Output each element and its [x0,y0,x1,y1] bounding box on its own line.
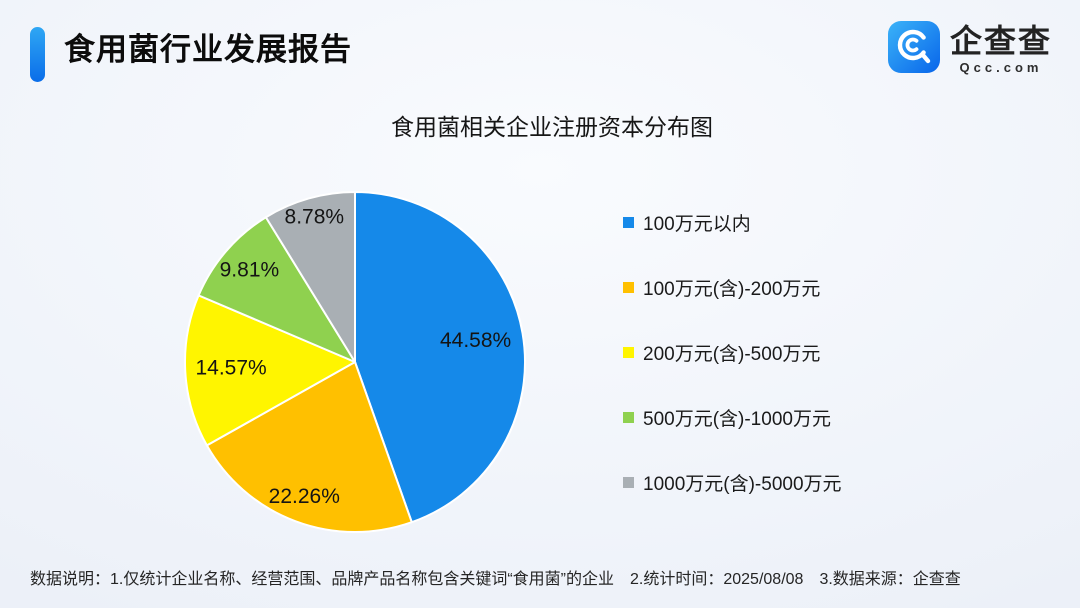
legend-label: 100万元(含)-200万元 [643,278,821,300]
legend-item-0: 100万元以内 [623,210,842,235]
footer-note-date: 2.统计时间：2025/08/08 [630,571,804,588]
legend-item-4: 1000万元(含)-5000万元 [623,470,842,495]
pie-slice-2 [184,294,356,447]
qcc-logo-name: 企查查 [949,22,1052,59]
pie-slice-1 [205,361,413,533]
pie-value-label-4: 8.78% [285,206,345,229]
pie-value-label-2: 14.57% [195,356,266,379]
pie-value-label-0: 44.58% [440,329,511,352]
pie-slice-4 [264,191,356,363]
legend-swatch-icon [623,411,634,423]
legend-swatch-icon [623,476,634,488]
legend-swatch-icon [623,346,634,358]
qcc-logo-text: 企查查 Qcc.com [949,22,1052,76]
pie-slice-3 [197,216,356,363]
legend-swatch-icon [623,281,634,293]
legend-swatch-icon [623,216,634,228]
legend-item-3: 500万元(含)-1000万元 [623,405,842,430]
legend-label: 200万元(含)-500万元 [643,343,821,365]
chart-title: 食用菌相关企业注册资本分布图 [391,114,713,140]
chart-legend: 100万元以内 100万元(含)-200万元 200万元(含)-500万元 500万元… [623,210,842,495]
legend-item-1: 100万元(含)-200万元 [623,275,842,300]
legend-label: 1000万元(含)-5000万元 [643,473,842,495]
footer-note-source-scope: 数据说明：1.仅统计企业名称、经营范围、品牌产品名称包含关键词“食用菌”的企业 [30,571,615,588]
page-title: 食用菌行业发展报告 [64,32,352,67]
legend-label: 100万元以内 [643,213,751,235]
pie-value-label-3: 9.81% [220,259,280,282]
pie-slice-0 [354,191,526,524]
footer-note-source: 3.数据来源：企查查 [819,571,961,588]
title-accent-bar [30,27,45,82]
legend-label: 500万元(含)-1000万元 [643,408,831,430]
qcc-logo: 企查查 Qcc.com [887,21,1052,78]
qcc-logo-icon [887,21,940,78]
footer-notes: 数据说明：1.仅统计企业名称、经营范围、品牌产品名称包含关键词“食用菌”的企业 … [30,565,1060,589]
qcc-logo-domain: Qcc.com [959,60,1043,76]
pie-chart: 44.58% 22.26% 14.57% 9.81% 8.78% [145,172,575,562]
pie-value-label-1: 22.26% [269,485,340,508]
legend-item-2: 200万元(含)-500万元 [623,340,842,365]
